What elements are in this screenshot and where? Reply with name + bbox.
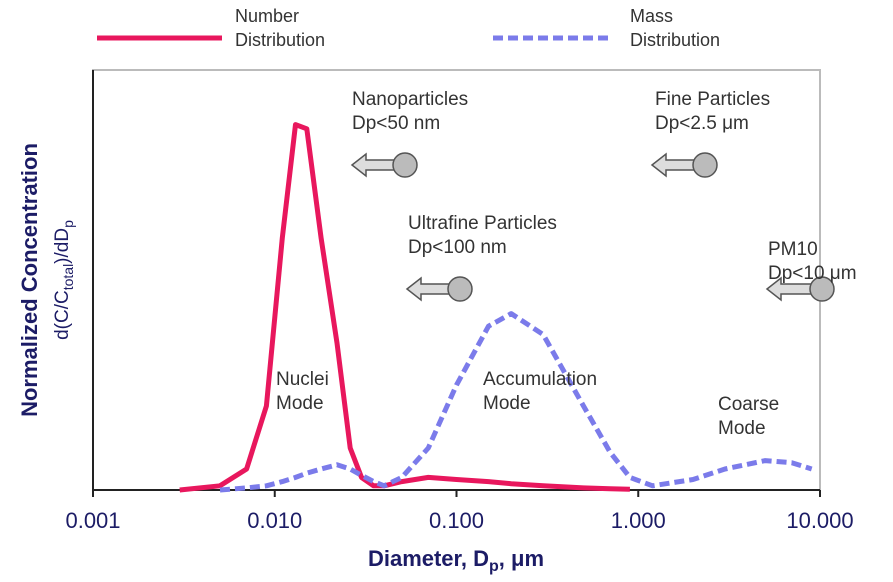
annotation: Accumulation Mode — [483, 369, 598, 414]
legend-label: Number Distribution — [235, 6, 326, 50]
x-axis-title-part: Diameter, D — [368, 546, 489, 571]
annotation: Coarse Mode — [718, 394, 780, 439]
annotation: PM10 Dp<10 μm — [768, 239, 857, 284]
legend-label: Mass Distribution — [630, 6, 721, 50]
y-axis-subtitle: d(C/Ctotal)/dDp — [52, 220, 76, 340]
y-axis-subtitle-part: d(C/C — [52, 290, 73, 340]
annotation: Nanoparticles Dp<50 nm — [352, 89, 469, 134]
arrow-knob — [392, 152, 418, 178]
series-line — [219, 311, 813, 493]
y-axis-subtitle-sub: p — [60, 220, 76, 228]
x-tick-label: 10.000 — [786, 508, 853, 533]
x-tick-label: 1.000 — [611, 508, 666, 533]
arrow-knob — [692, 152, 718, 178]
annotation: Ultrafine Particles Dp<100 nm — [408, 213, 557, 258]
annotation: Nuclei Mode — [276, 369, 329, 414]
arrow-icon — [350, 152, 396, 178]
y-axis-title: Normalized Concentration — [17, 143, 42, 417]
arrow-icon — [650, 152, 696, 178]
arrow-icon — [405, 276, 451, 302]
y-axis-subtitle-sub: total — [60, 264, 76, 290]
x-axis-title-part: , μm — [499, 546, 544, 571]
annotation: Fine Particles Dp<2.5 μm — [655, 89, 771, 134]
y-axis-subtitle-part: )/dD — [52, 228, 73, 264]
x-tick-label: 0.100 — [429, 508, 484, 533]
x-axis-title-sub: p — [489, 558, 499, 575]
series-line — [179, 122, 630, 493]
arrow-knob — [447, 276, 473, 302]
arrow-knob — [809, 276, 835, 302]
x-tick-label: 0.010 — [247, 508, 302, 533]
x-axis-title: Diameter, Dp, μm — [368, 546, 544, 575]
x-tick-label: 0.001 — [65, 508, 120, 533]
